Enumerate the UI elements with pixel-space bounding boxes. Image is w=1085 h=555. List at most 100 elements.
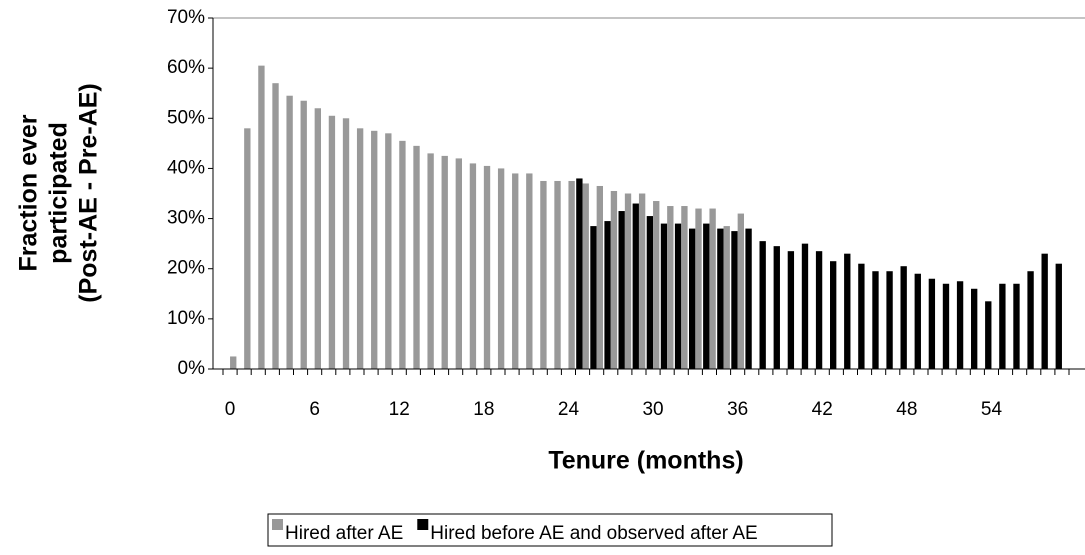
y-tick-label: 20% xyxy=(167,258,205,279)
bar xyxy=(681,206,688,369)
bar xyxy=(773,246,780,369)
bar xyxy=(985,301,992,369)
bar xyxy=(872,271,879,369)
bar xyxy=(759,241,766,369)
bar xyxy=(441,155,448,369)
bar xyxy=(830,261,837,369)
x-tick-label: 48 xyxy=(896,399,917,420)
bar xyxy=(956,281,964,369)
bar xyxy=(971,288,978,369)
bar xyxy=(653,201,660,369)
bar xyxy=(624,193,632,369)
bar xyxy=(272,83,279,369)
legend-swatch xyxy=(272,519,283,530)
y-tick-label: 0% xyxy=(178,358,206,379)
bar xyxy=(286,95,293,369)
bar xyxy=(427,153,434,369)
bar xyxy=(703,223,710,369)
x-tick-label: 18 xyxy=(473,399,494,420)
bar xyxy=(554,180,561,369)
bar xyxy=(371,130,378,369)
bar xyxy=(801,243,809,369)
bar xyxy=(942,283,950,369)
x-tick-label: 0 xyxy=(225,399,236,420)
bar xyxy=(646,216,654,369)
bar xyxy=(731,231,738,369)
y-axis-label: Fraction ever participated (Post-AE - Pr… xyxy=(15,83,103,302)
bar xyxy=(787,251,795,369)
bar xyxy=(886,271,893,369)
y-tick-label: 30% xyxy=(167,208,205,229)
x-axis-label: Tenure (months) xyxy=(548,447,743,475)
legend-box xyxy=(267,513,833,547)
bar xyxy=(737,213,744,369)
bar xyxy=(413,145,420,369)
y-tick-label: 70% xyxy=(167,7,205,28)
bar xyxy=(610,190,618,369)
bar xyxy=(258,65,265,369)
bar xyxy=(230,356,237,369)
bar xyxy=(618,211,625,369)
y-tick-label: 40% xyxy=(167,157,205,178)
x-tick-label: 6 xyxy=(309,399,320,420)
bar xyxy=(745,228,752,369)
bar xyxy=(582,183,589,369)
bar xyxy=(695,208,702,369)
bar xyxy=(928,278,936,369)
bar xyxy=(632,203,639,369)
bar xyxy=(604,221,611,369)
bar xyxy=(900,266,907,369)
bar xyxy=(815,251,823,369)
bar xyxy=(914,273,921,369)
bar xyxy=(1055,263,1062,369)
bar xyxy=(638,193,646,369)
bar xyxy=(667,206,674,369)
bar xyxy=(356,128,364,369)
x-tick-label: 30 xyxy=(642,399,663,420)
bar xyxy=(576,178,583,369)
bar xyxy=(483,165,491,369)
x-tick-label: 24 xyxy=(558,399,580,420)
y-tick-label: 50% xyxy=(167,107,205,128)
bar xyxy=(328,115,336,370)
bar xyxy=(512,173,519,369)
y-label-line: (Post-AE - Pre-AE) xyxy=(75,83,103,302)
bar xyxy=(342,118,350,370)
y-tick-label: 60% xyxy=(167,57,205,78)
y-label-line: participated xyxy=(45,122,73,264)
bar xyxy=(469,163,477,369)
x-tick-label: 54 xyxy=(981,399,1003,420)
bars xyxy=(230,65,1062,370)
bar xyxy=(723,226,730,369)
bar xyxy=(844,253,851,369)
y-label-line: Fraction ever xyxy=(15,114,43,271)
bar xyxy=(385,133,392,369)
legend-label: Hired before AE and observed after AE xyxy=(430,523,757,544)
bar xyxy=(568,180,575,369)
legend-swatch xyxy=(417,519,429,530)
bar xyxy=(674,223,682,369)
bar xyxy=(689,228,696,369)
bar xyxy=(526,173,533,369)
bar xyxy=(590,226,597,369)
bar xyxy=(497,168,505,369)
bar xyxy=(314,108,321,369)
legend-label: Hired after AE xyxy=(285,523,403,544)
bar xyxy=(1041,253,1048,369)
bar xyxy=(300,100,307,369)
bar xyxy=(858,263,865,369)
bar xyxy=(1027,271,1034,369)
bar xyxy=(717,228,724,369)
x-tick-label: 36 xyxy=(727,399,748,420)
y-tick-label: 10% xyxy=(167,308,205,329)
bar xyxy=(244,128,251,369)
bar xyxy=(660,223,668,369)
x-tick-label: 42 xyxy=(812,399,833,420)
bar xyxy=(999,283,1006,369)
x-tick-label: 12 xyxy=(389,399,410,420)
bar xyxy=(540,180,547,369)
bar xyxy=(596,185,603,369)
bar xyxy=(399,140,406,369)
bar xyxy=(1013,283,1020,369)
